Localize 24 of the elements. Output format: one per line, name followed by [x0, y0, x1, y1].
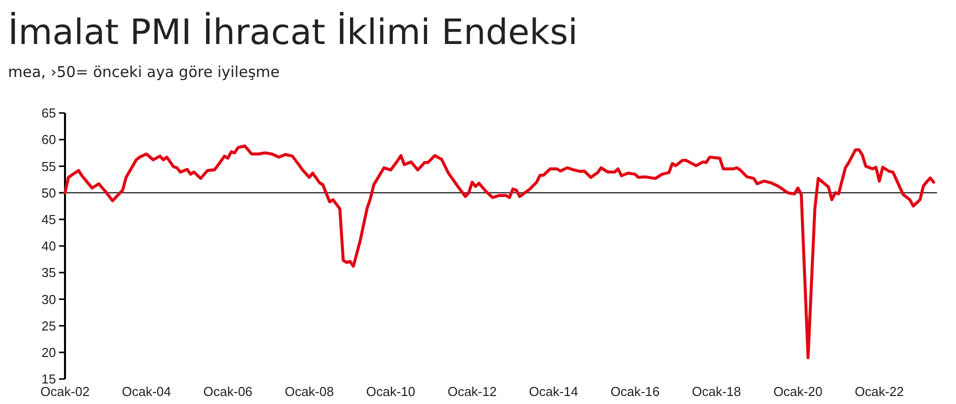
chart-title: İmalat PMI İhracat İklimi Endeksi [8, 12, 578, 53]
x-tick-label: Ocak-14 [529, 384, 578, 399]
y-tick-label: 20 [42, 344, 56, 360]
x-tick-label: Ocak-16 [610, 384, 660, 399]
x-tick-label: Ocak-04 [122, 384, 171, 399]
x-tick-label: Ocak-20 [773, 384, 822, 399]
y-tick-label: 65 [42, 106, 56, 121]
y-tick-label: 25 [42, 318, 56, 334]
y-tick-label: 50 [42, 185, 56, 200]
x-tick-label: Ocak-12 [448, 384, 497, 399]
chart-subtitle: mea, ›50= önceki aya göre iyileşme [8, 63, 280, 81]
y-tick-label: 15 [42, 372, 56, 387]
x-tick-label: Ocak-22 [854, 384, 904, 399]
x-tick-label: Ocak-08 [284, 384, 334, 399]
x-tick-label: Ocak-10 [366, 384, 416, 399]
y-tick-label: 35 [42, 265, 56, 280]
x-tick-label: Ocak-18 [692, 384, 742, 399]
y-tick-label: 45 [42, 212, 56, 227]
y-tick-label: 55 [42, 158, 56, 174]
x-tick-label: Ocak-06 [203, 384, 252, 399]
y-tick-label: 60 [42, 132, 56, 148]
x-tick-label: Ocak-02 [40, 384, 90, 399]
y-tick-label: 40 [42, 238, 56, 254]
y-tick-label: 30 [42, 292, 56, 307]
